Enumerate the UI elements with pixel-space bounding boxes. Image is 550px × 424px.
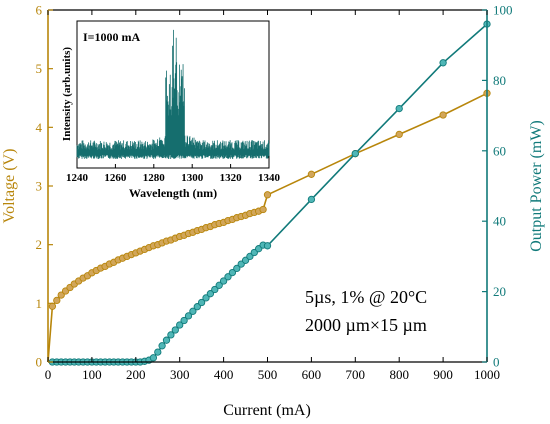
x-tick-label: 0	[45, 367, 52, 382]
voltage-data-point	[307, 170, 316, 178]
inset-spectrum-path	[76, 29, 270, 159]
power-data-point	[439, 59, 447, 67]
power-data-point	[206, 290, 215, 298]
power-data-point	[162, 336, 171, 344]
right-tick-label: 0	[493, 355, 500, 370]
power-data-point	[215, 281, 223, 289]
power-data-point	[263, 242, 272, 250]
y-axis-left-title: Voltage (V)	[1, 149, 18, 224]
inset-tick-label: 1320	[220, 172, 243, 184]
power-data-point	[154, 348, 162, 356]
power-data-point	[307, 195, 316, 204]
left-tick-label: 1	[36, 296, 43, 311]
power-data-point	[351, 149, 359, 158]
inset-y-title: Intensity (arb.units)	[61, 47, 73, 141]
x-tick-label: 700	[346, 367, 366, 382]
x-tick-label: 400	[214, 367, 234, 382]
power-data-point	[211, 285, 219, 294]
inset-tick-label: 1300	[181, 172, 204, 184]
power-data-point	[202, 294, 210, 302]
x-tick-label: 300	[170, 367, 190, 382]
left-tick-label: 6	[36, 3, 43, 18]
x-tick-label: 1000	[474, 367, 500, 382]
x-tick-label: 100	[82, 367, 102, 382]
inset-spectrum-trace	[76, 29, 270, 159]
right-tick-label: 80	[493, 73, 506, 88]
power-data-point	[149, 354, 158, 362]
inset-x-ticks: 1240 1260 1280 1300 1320 1340	[66, 164, 281, 184]
left-ticks: 0 1 2 3 4 5 6	[36, 3, 53, 370]
x-axis-title: Current (mA)	[223, 402, 311, 419]
power-data-point	[395, 104, 403, 113]
voltage-data-point	[263, 191, 272, 199]
power-data-point	[184, 312, 193, 320]
x-tick-label: 600	[302, 367, 322, 382]
inset-current-label: I=1000 mA	[83, 30, 141, 44]
voltage-data-point	[53, 296, 61, 305]
power-data-point	[197, 298, 206, 307]
right-tick-label: 100	[493, 3, 513, 18]
power-data-point	[180, 316, 188, 325]
right-tick-label: 40	[493, 214, 506, 229]
left-tick-label: 0	[36, 355, 43, 370]
power-data-point	[158, 342, 166, 350]
voltage-data-point	[48, 302, 57, 310]
power-data-point	[189, 307, 197, 315]
power-data-point	[176, 321, 184, 329]
x-tick-label: 500	[258, 367, 278, 382]
inset-x-title: Wavelength (nm)	[129, 186, 217, 200]
right-tick-label: 60	[493, 143, 506, 158]
power-data-point	[224, 273, 232, 281]
inset-spectrum: 1240 1260 1280 1300 1320 1340 I=1000 mA Wavel…	[61, 20, 281, 200]
x-tick-label: 200	[126, 367, 146, 382]
x-tick-label: 800	[389, 367, 409, 382]
voltage-data-point	[259, 205, 267, 214]
left-tick-label: 5	[36, 61, 43, 76]
power-data-point	[228, 268, 237, 277]
inset-tick-label: 1240	[66, 172, 89, 184]
right-ticks: 0 20 40 60 80 100	[482, 3, 513, 370]
left-tick-label: 3	[36, 179, 43, 194]
left-tick-label: 4	[36, 120, 43, 135]
voltage-data-point	[395, 130, 403, 139]
power-data-point	[171, 326, 179, 334]
annotation-line-1: 5µs, 1% @ 20°C	[305, 287, 427, 307]
power-data-point	[167, 331, 175, 339]
annotation-line-2: 2000 µm×15 µm	[305, 315, 427, 335]
inset-tick-label: 1280	[143, 172, 166, 184]
x-tick-label: 900	[433, 367, 453, 382]
left-tick-label: 2	[36, 237, 43, 252]
power-data-point	[233, 264, 241, 273]
voltage-data-point	[57, 291, 65, 299]
power-data-point	[219, 277, 228, 285]
voltage-data-point	[439, 111, 447, 119]
right-tick-label: 20	[493, 284, 506, 299]
inset-tick-label: 1340	[258, 172, 281, 184]
inset-tick-label: 1260	[104, 172, 127, 184]
power-data-point	[193, 303, 201, 311]
y-axis-right-title: Output Power (mW)	[528, 120, 545, 252]
x-ticks: 0 100 200 300 400 500 600 700 800 900 1000	[45, 10, 500, 382]
